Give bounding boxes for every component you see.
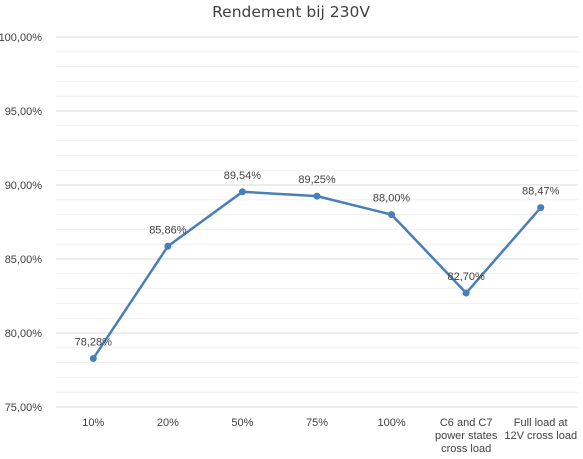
- data-point: [164, 242, 172, 250]
- x-category-label: 100%: [378, 417, 406, 429]
- y-tick-label: 75,00%: [5, 402, 43, 414]
- chart-title: Rendement bij 230V: [212, 3, 370, 21]
- y-axis-tick-labels: 75,00% 80,00% 85,00% 90,00% 95,00% 100,00%: [0, 32, 42, 414]
- x-category-label: Full load at 12V cross load: [504, 417, 577, 442]
- y-tick-label: 100,00%: [0, 32, 42, 44]
- data-label: 78,28%: [75, 336, 113, 348]
- x-axis-category-labels: 10% 20% 50% 75% 100% C6 and C7 power states cro…: [82, 417, 577, 455]
- data-label: 89,25%: [298, 174, 336, 186]
- y-tick-label: 95,00%: [5, 106, 43, 118]
- data-labels: 78,28% 85,86% 89,54% 89,25% 88,00% 82,70% 88,4…: [75, 170, 560, 349]
- data-point: [238, 188, 246, 196]
- data-point: [89, 354, 97, 362]
- y-tick-label: 90,00%: [5, 180, 43, 192]
- y-tick-label: 80,00%: [5, 328, 43, 340]
- x-category-label: 50%: [231, 417, 253, 429]
- x-category-label: 10%: [82, 417, 104, 429]
- data-point: [537, 204, 545, 212]
- data-label: 89,54%: [224, 170, 262, 182]
- data-label: 85,86%: [149, 224, 187, 236]
- x-category-label: C6 and C7 power states cross load: [435, 417, 498, 455]
- y-tick-label: 85,00%: [5, 254, 43, 266]
- data-point: [462, 289, 470, 297]
- gridlines: [56, 36, 578, 408]
- data-label: 88,47%: [522, 186, 560, 198]
- series: [89, 188, 545, 362]
- data-point: [388, 211, 396, 219]
- data-point: [313, 192, 321, 200]
- data-label: 82,70%: [447, 271, 485, 283]
- x-category-label: 75%: [306, 417, 328, 429]
- x-category-label: 20%: [157, 417, 179, 429]
- data-label: 88,00%: [373, 193, 411, 205]
